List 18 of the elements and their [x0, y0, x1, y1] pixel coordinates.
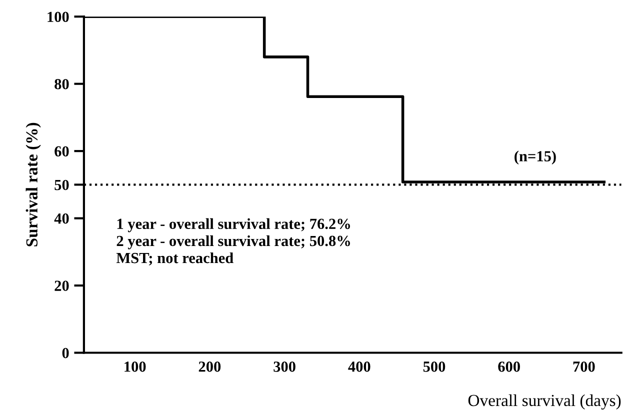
x-tick-label: 700 — [573, 362, 595, 372]
x-axis-title: Overall survival (days) — [468, 394, 621, 410]
y-tick-label: 100 — [48, 12, 69, 22]
annotation: (n=15) — [514, 150, 556, 165]
y-tick-label: 20 — [54, 280, 69, 291]
y-tick-label: 60 — [54, 146, 69, 157]
y-tick-label: 80 — [54, 78, 69, 90]
x-tick-label: 500 — [423, 362, 446, 372]
x-tick-label: 100 — [124, 362, 146, 372]
y-tick-label: 0 — [62, 348, 69, 358]
y-axis-title: Survival rate (%) — [26, 122, 41, 246]
annotation: 1 year - overall survival rate; 76.2% 2 year - overall survival rate; 50.8% MST; not reached — [116, 218, 350, 266]
x-tick-label: 300 — [274, 362, 296, 372]
x-tick-label: 600 — [498, 362, 520, 372]
x-tick-label: 200 — [198, 362, 221, 372]
x-tick-label: 400 — [348, 362, 370, 372]
y-tick-label: 50 — [54, 180, 69, 190]
y-tick-label: 40 — [54, 213, 69, 224]
